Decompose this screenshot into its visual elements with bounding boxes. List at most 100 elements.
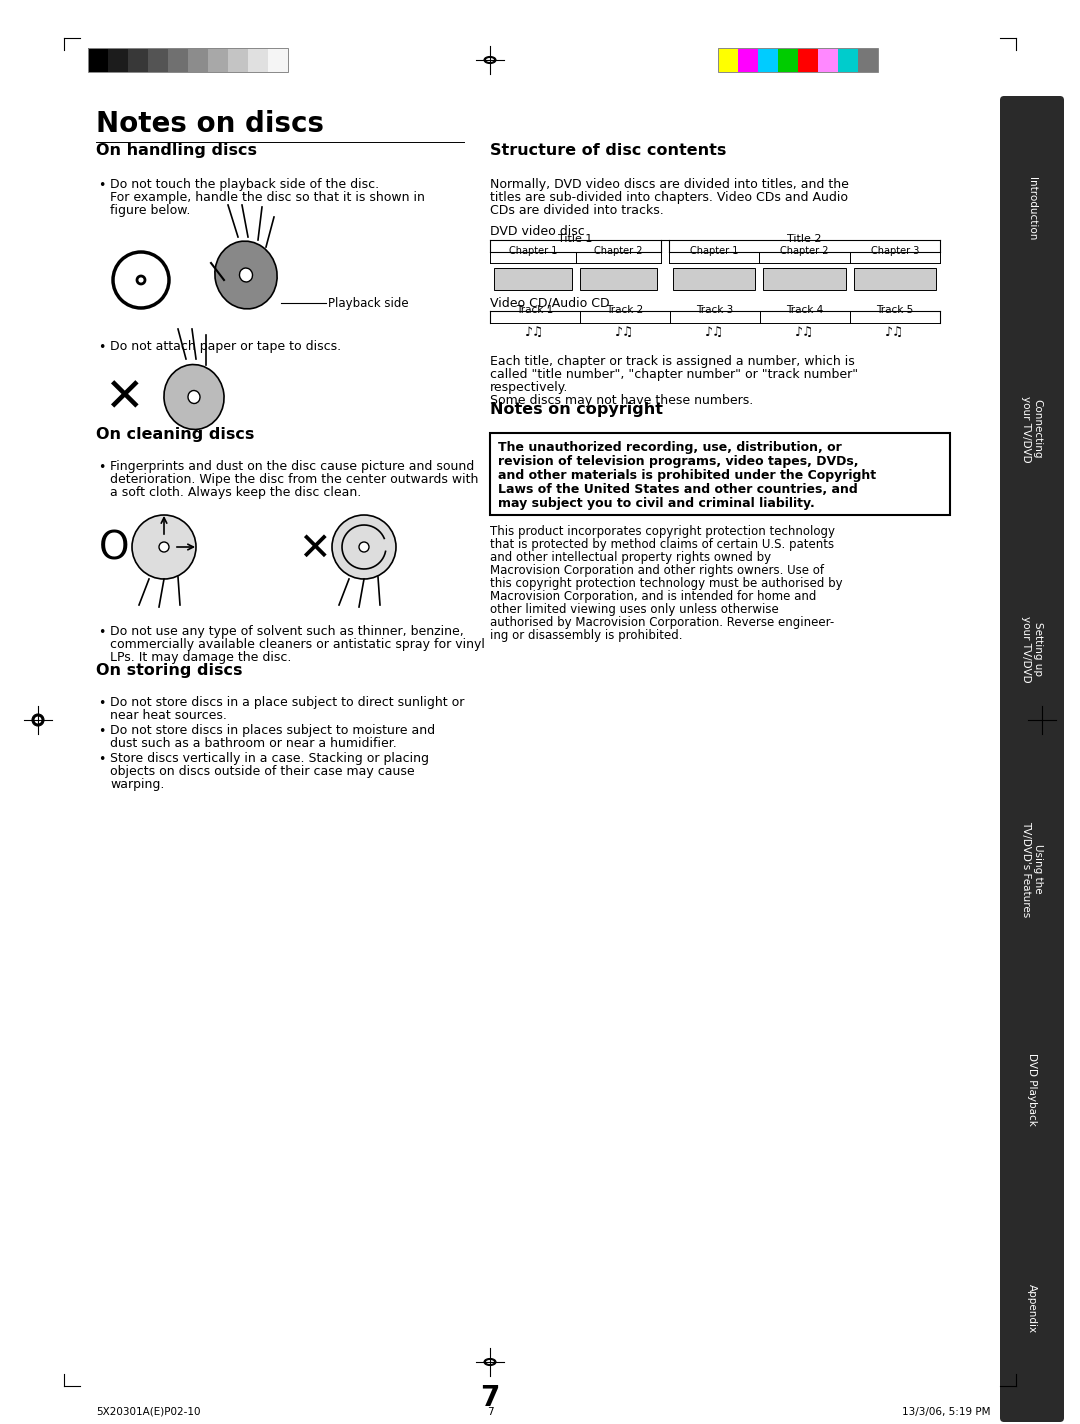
Text: revision of television programs, video tapes, DVDs,: revision of television programs, video t… [498, 456, 859, 468]
Text: objects on discs outside of their case may cause: objects on discs outside of their case m… [110, 765, 415, 778]
Ellipse shape [486, 1360, 494, 1364]
Text: 13/3/06, 5:19 PM: 13/3/06, 5:19 PM [902, 1407, 990, 1417]
Text: Macrovision Corporation, and is intended for home and: Macrovision Corporation, and is intended… [490, 590, 816, 602]
Text: DVD video disc: DVD video disc [490, 225, 584, 238]
Bar [268, 48, 288, 73]
Text: 7: 7 [487, 1407, 494, 1417]
Bar [490, 433, 950, 515]
Text: Chapter 1: Chapter 1 [690, 246, 739, 256]
Text: titles are sub-divided into chapters. Video CDs and Audio: titles are sub-divided into chapters. Vi… [490, 191, 848, 204]
Ellipse shape [35, 716, 41, 723]
Bar [228, 48, 248, 73]
Bar [838, 48, 858, 73]
FancyBboxPatch shape [1000, 535, 1064, 762]
Ellipse shape [164, 365, 224, 430]
Text: Fingerprints and dust on the disc cause picture and sound: Fingerprints and dust on the disc cause … [110, 460, 474, 473]
Text: DVD Playback: DVD Playback [1027, 1052, 1037, 1125]
Ellipse shape [486, 58, 494, 63]
Text: This product incorporates copyright protection technology: This product incorporates copyright prot… [490, 525, 835, 538]
Text: a soft cloth. Always keep the disc clean.: a soft cloth. Always keep the disc clean… [110, 486, 361, 498]
Text: •: • [98, 179, 106, 192]
Bar [818, 48, 838, 73]
Text: Some discs may not have these numbers.: Some discs may not have these numbers. [490, 394, 753, 407]
Bar [738, 48, 758, 73]
Circle shape [159, 543, 168, 553]
Circle shape [359, 543, 369, 553]
Bar [494, 268, 571, 290]
FancyBboxPatch shape [1000, 1196, 1064, 1423]
Text: •: • [98, 340, 106, 355]
Text: ✕: ✕ [104, 376, 144, 422]
Text: Connecting
your TV/DVD: Connecting your TV/DVD [1022, 396, 1043, 463]
Text: Each title, chapter or track is assigned a number, which is: Each title, chapter or track is assigned… [490, 355, 854, 367]
Bar [718, 48, 878, 73]
Circle shape [132, 515, 195, 580]
FancyBboxPatch shape [1000, 756, 1064, 983]
Text: Macrovision Corporation and other rights owners. Use of: Macrovision Corporation and other rights… [490, 564, 824, 577]
Text: Title 2: Title 2 [787, 234, 822, 244]
Text: Notes on copyright: Notes on copyright [490, 402, 663, 417]
Text: •: • [98, 753, 106, 766]
Ellipse shape [484, 57, 496, 64]
Text: near heat sources.: near heat sources. [110, 709, 227, 722]
Text: •: • [98, 725, 106, 738]
Text: warping.: warping. [110, 778, 164, 790]
Text: On cleaning discs: On cleaning discs [96, 427, 255, 441]
Text: 5X20301A(E)P02-10: 5X20301A(E)P02-10 [96, 1407, 201, 1417]
FancyBboxPatch shape [1000, 975, 1064, 1202]
Text: Do not store discs in a place subject to direct sunlight or: Do not store discs in a place subject to… [110, 696, 464, 709]
Bar [858, 48, 878, 73]
Ellipse shape [1036, 713, 1048, 726]
Bar [778, 48, 798, 73]
Text: Normally, DVD video discs are divided into titles, and the: Normally, DVD video discs are divided in… [490, 178, 849, 191]
Text: The unauthorized recording, use, distribution, or: The unauthorized recording, use, distrib… [498, 441, 841, 454]
Text: commercially available cleaners or antistatic spray for vinyl: commercially available cleaners or antis… [110, 638, 485, 651]
Text: Appendix: Appendix [1027, 1284, 1037, 1333]
Bar [758, 48, 778, 73]
Text: respectively.: respectively. [490, 382, 568, 394]
Text: CDs are divided into tracks.: CDs are divided into tracks. [490, 204, 664, 216]
Ellipse shape [1039, 716, 1045, 723]
Ellipse shape [215, 241, 278, 309]
Bar [718, 48, 738, 73]
Text: On storing discs: On storing discs [96, 664, 243, 678]
Text: Notes on discs: Notes on discs [96, 110, 324, 138]
Bar [87, 48, 108, 73]
Text: this copyright protection technology must be authorised by: this copyright protection technology mus… [490, 577, 842, 590]
Text: Playback side: Playback side [328, 296, 408, 309]
Text: figure below.: figure below. [110, 204, 190, 216]
Text: O: O [98, 530, 130, 568]
Text: Track 5: Track 5 [876, 305, 914, 315]
Bar [188, 48, 208, 73]
Bar [148, 48, 168, 73]
Bar [673, 268, 755, 290]
Text: Do not touch the playback side of the disc.: Do not touch the playback side of the di… [110, 178, 379, 191]
Ellipse shape [32, 713, 44, 726]
Text: and other materials is prohibited under the Copyright: and other materials is prohibited under … [498, 468, 876, 481]
Text: ✕: ✕ [298, 530, 330, 568]
Text: and other intellectual property rights owned by: and other intellectual property rights o… [490, 551, 771, 564]
Text: called "title number", "chapter number" or "track number": called "title number", "chapter number" … [490, 367, 859, 382]
Text: Using the
TV/DVD's Features: Using the TV/DVD's Features [1022, 820, 1043, 917]
Bar [580, 268, 657, 290]
Text: •: • [98, 696, 106, 711]
Text: ♪♫: ♪♫ [886, 326, 905, 339]
Text: For example, handle the disc so that it is shown in: For example, handle the disc so that it … [110, 191, 424, 204]
Bar [168, 48, 188, 73]
Text: Track 2: Track 2 [606, 305, 644, 315]
Text: Store discs vertically in a case. Stacking or placing: Store discs vertically in a case. Stacki… [110, 752, 429, 765]
Text: authorised by Macrovision Corporation. Reverse engineer-: authorised by Macrovision Corporation. R… [490, 617, 834, 629]
FancyBboxPatch shape [1000, 95, 1064, 322]
Text: Video CD/Audio CD: Video CD/Audio CD [490, 296, 609, 309]
FancyBboxPatch shape [1000, 316, 1064, 543]
Text: Chapter 2: Chapter 2 [780, 246, 828, 256]
Text: ♪♫: ♪♫ [616, 326, 635, 339]
Bar [208, 48, 228, 73]
Text: that is protected by method claims of certain U.S. patents: that is protected by method claims of ce… [490, 538, 834, 551]
Text: Title 1: Title 1 [558, 234, 593, 244]
Bar [798, 48, 818, 73]
Text: Chapter 1: Chapter 1 [509, 246, 557, 256]
Bar [129, 48, 148, 73]
Text: Chapter 2: Chapter 2 [594, 246, 643, 256]
Text: •: • [98, 627, 106, 639]
